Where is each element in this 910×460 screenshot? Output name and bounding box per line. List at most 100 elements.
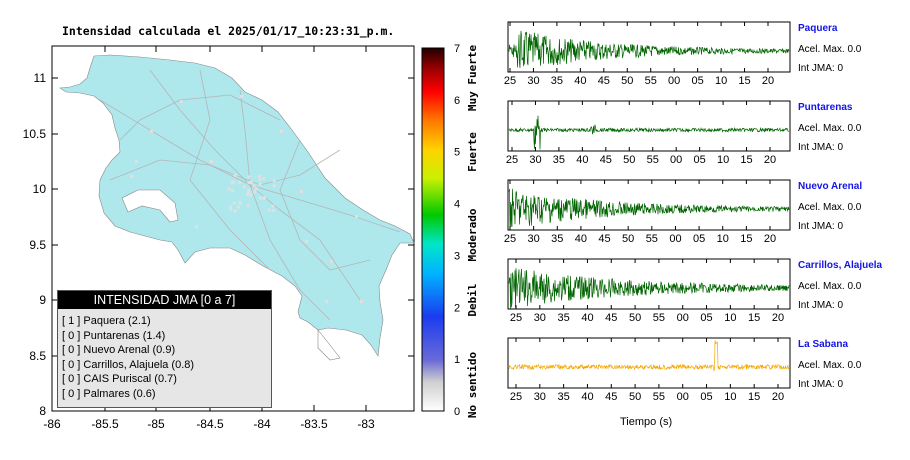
time-tick-label: 40 [574,75,586,87]
time-tick-label: 15 [740,233,752,245]
city-marker [272,179,276,183]
time-tick-label: 20 [762,75,774,87]
city-marker [231,188,234,192]
lat-tick-label: 9.5 [29,238,46,252]
time-tick-label: 50 [623,154,635,166]
trace-frame [507,337,791,389]
legend-item: [ 1 ] Paquera (2.1) [62,315,151,327]
time-tick-label: 35 [551,233,563,245]
time-tick-label: 15 [740,154,752,166]
station-info: Acel. Max. 0.0 Int JMA: 0 [798,119,861,157]
city-marker [180,100,183,103]
lon-tick-label: -86 [43,417,61,431]
city-marker [252,184,256,188]
legend-item: [ 0 ] Carrillos, Alajuela (0.8) [62,358,195,371]
time-tick-label: 20 [764,233,776,245]
city-marker [247,175,251,179]
station-max-accel: Acel. Max. 0.0 [798,281,862,292]
scale-tick-label: 1 [454,354,460,366]
trace-panel: 25 30 35 40 45 50 55 00 05 10 15 20 [504,21,791,87]
waveform [508,188,790,230]
time-tick-label: 55 [653,312,665,324]
station-jma-intensity: Int JMA: 0 [798,300,844,311]
station-info: Acel. Max. 0.0 Int JMA: 0 [798,40,861,78]
city-marker [246,192,249,196]
time-tick-label: 40 [581,391,593,403]
lon-tick-label: -85.5 [91,417,119,431]
time-tick-label: 25 [504,75,516,87]
city-marker [229,207,232,211]
lat-tick-label: 8 [39,404,46,418]
city-marker [325,300,328,303]
trace-panel: 25 30 35 40 45 50 55 00 05 10 15 20 [506,100,791,166]
scale-tick-label: 3 [454,250,460,262]
trace-panel: 25 30 35 40 45 50 55 00 05 10 15 20 [504,179,791,245]
time-tick-label: 50 [629,312,641,324]
station-name: Paquera [798,23,838,34]
scale-category-label: Debil [466,283,479,316]
legend-item: [ 0 ] Nuevo Arenal (0.9) [62,344,176,357]
time-tick-label: 40 [576,154,588,166]
time-tick-label: 05 [693,233,705,245]
scale-tick-label: 0 [454,406,460,418]
city-marker [150,130,153,133]
time-tick-label: 10 [717,233,729,245]
city-marker [231,180,235,184]
city-marker [355,215,358,218]
station-max-accel: Acel. Max. 0.0 [798,123,862,134]
city-marker [330,260,333,263]
time-tick-label: 15 [748,312,760,324]
nicoya-gulf [121,189,179,223]
city-marker [257,174,261,178]
city-marker [248,181,252,184]
city-marker [305,240,308,243]
station-jma-intensity: Int JMA: 0 [798,142,844,153]
city-marker [238,201,242,205]
trace-frame [507,179,791,231]
city-marker [238,181,242,184]
time-tick-label: 05 [692,75,704,87]
waveform [508,115,790,150]
legend-title: INTENSIDAD JMA [0 a 7] [58,291,271,309]
city-marker [272,208,275,212]
time-tick-label: 45 [600,154,612,166]
scale-category-label: Muy Fuerte [466,45,479,112]
lat-tick-label: 8.5 [29,349,46,363]
accelerograms: 25 30 35 40 45 50 55 00 05 10 15 20 25 30 35 40 45 50 55 00… [504,21,791,403]
city-marker [272,184,276,188]
station-info: Acel. Max. 0.0 Int JMA: 0 [798,198,861,236]
time-tick-label: 05 [694,154,706,166]
legend-item: [ 0 ] Palmares (0.6) [62,387,156,400]
time-tick-label: 25 [504,233,516,245]
time-tick-label: 10 [715,75,727,87]
waveform [508,30,790,69]
time-tick-label: 30 [534,312,546,324]
time-tick-label: 30 [534,391,546,403]
lat-tick-label: 10.5 [23,127,47,141]
time-tick-label: 25 [506,154,518,166]
time-tick-label: 10 [724,391,736,403]
city-marker [130,175,133,178]
time-tick-label: 25 [510,312,522,324]
waveform [508,340,790,372]
time-tick-label: 15 [748,391,760,403]
station-name: Carrillos, Alajuela [798,260,883,271]
time-tick-label: 05 [700,391,712,403]
city-marker [210,160,213,163]
intensity-legend: INTENSIDAD JMA [0 a 7] [ 1 ] Paquera (2.… [57,290,272,408]
time-tick-label: 25 [510,391,522,403]
city-marker [232,201,236,205]
city-marker [258,178,262,181]
lon-tick-label: -84.5 [196,417,224,431]
station-jma-intensity: Int JMA: 0 [798,379,844,390]
city-marker [233,173,237,177]
city-marker [249,193,253,197]
time-tick-label: 45 [598,233,610,245]
city-marker [267,208,271,212]
legend-list: [ 1 ] Paquera (2.1) [ 0 ] Puntarenas (1.… [62,314,271,402]
map-title: Intensidad calculada el 2025/01/17_10:23… [62,24,395,38]
lat-tick-label: 9 [39,293,46,307]
time-tick-label: 30 [528,233,540,245]
osa-gulf [317,329,341,361]
time-tick-label: 30 [527,75,539,87]
